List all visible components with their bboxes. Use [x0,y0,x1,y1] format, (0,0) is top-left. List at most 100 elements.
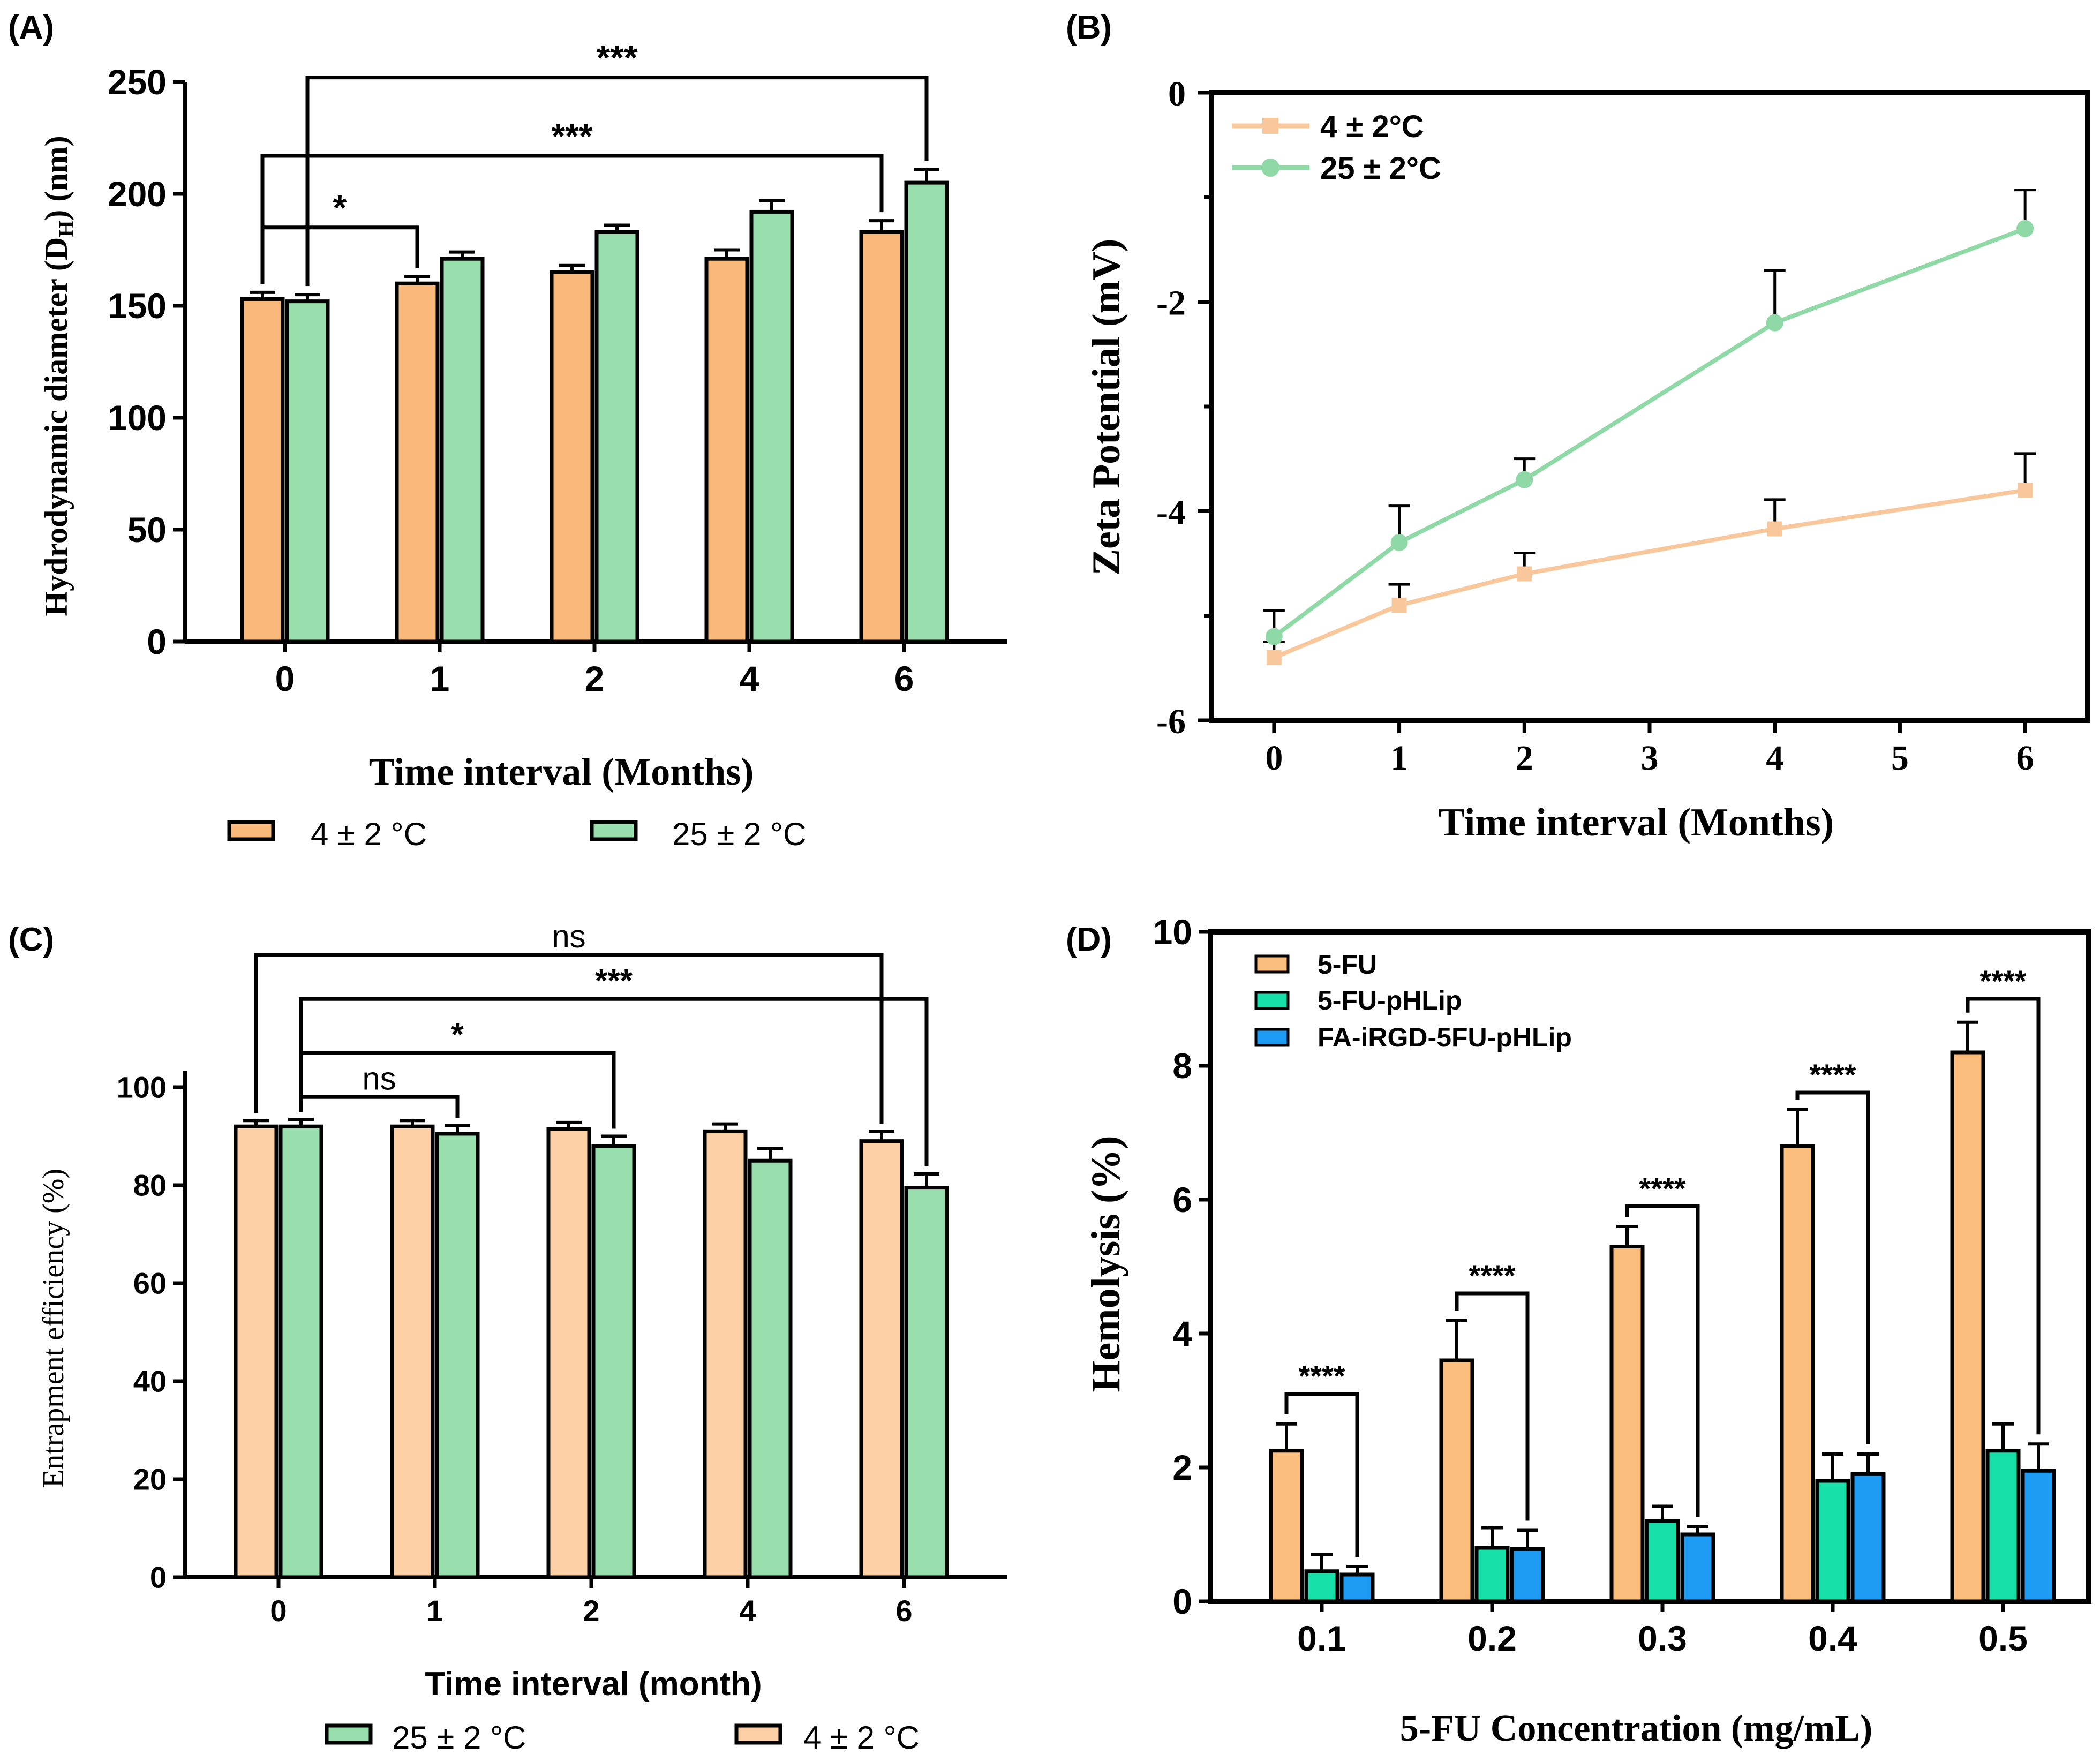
c2-xtick-label: 6 [895,1594,912,1628]
c3-significance-label: **** [1469,1259,1515,1292]
c3-bar [1850,1472,1886,1603]
legend-label-fa-irgd: FA-iRGD-5FU-pHLip [1318,1022,1572,1052]
c3-ytick-label: 2 [1172,1448,1192,1487]
c3-bar [1269,1449,1304,1603]
c2-bar [859,1139,904,1579]
c1-xtick-label: 6 [2016,739,2034,778]
c2-xtick-label: 0 [270,1594,287,1628]
c1-data-point [1390,533,1408,551]
c1-xtick-label: 1 [1390,739,1408,778]
c3-significance-label: **** [1809,1058,1856,1091]
c2-ytick-label: 80 [133,1169,167,1202]
c2-significance-bracket [254,953,884,1124]
c0-significance-bracket [260,154,884,284]
panel-a-ylabel-sub: H [54,221,78,237]
c1-data-point [1767,521,1782,537]
c0-significance-bracket [305,76,929,287]
c1-data-point [1766,314,1783,332]
c1-data-point [2016,220,2034,237]
c0-xtick-label: 2 [585,659,605,698]
c1-data-point [2018,483,2033,498]
legend-label-b-25c: 25 ± 2°C [1320,151,1441,186]
c0-ytick-label: 200 [108,174,167,214]
c0-significance-label: *** [596,38,637,78]
panel-d-xlabel: 5-FU Concentration (mg/mL) [1400,1708,1873,1749]
panel-a-ylabel-main: Hydrodynamic diameter (D [39,237,74,616]
c2-significance-bracket [299,997,929,1166]
c2-significance-label: ns [552,918,585,954]
panel-a-xlabel: Time interval (Months) [369,750,754,793]
c3-bar [1339,1572,1375,1603]
c2-xtick-label: 1 [426,1594,443,1628]
c1-plot-frame [1209,90,2090,723]
legend-label-5fu-phlip: 5-FU-pHLip [1318,985,1462,1015]
panel-b-label: (B) [1066,9,1112,46]
c3-significance-bracket [1455,1291,1530,1521]
c3-ytick-label: 6 [1172,1180,1192,1219]
c3-xtick-label: 0.2 [1467,1618,1517,1658]
c1-series-line [1273,227,2026,638]
c3-significance-bracket [1966,997,2041,1435]
c2-bar [546,1127,591,1579]
c0-ytick-label: 150 [108,286,167,326]
c1-data-point [1265,628,1283,645]
panel-a-ylabel: Hydrodynamic diameter (DH) (nm) [39,135,78,616]
c3-xtick-label: 0.3 [1638,1618,1687,1658]
panel-d-ylabel: Hemolysis (%) [1083,1135,1128,1392]
c1-ytick-label: 0 [1168,74,1186,114]
c3-bar [1510,1547,1545,1603]
c0-xtick-label: 1 [430,659,450,698]
c0-significance-bracket [260,225,419,284]
c1-data-point [1266,650,1282,665]
c3-bar [1439,1358,1474,1603]
c0-bar [749,209,794,644]
c1-xtick-label: 5 [1891,739,1909,778]
legend-marker-25c [1261,159,1279,177]
c1-ytick-label: -2 [1156,284,1186,323]
c3-bar [1950,1050,1985,1603]
panel-c-label: (C) [8,921,54,958]
c2-bar [435,1132,480,1579]
c2-bar [748,1158,793,1579]
panel-a-label: (A) [8,9,54,46]
c0-significance-label: * [333,188,347,228]
panel-b-legend: 4 ± 2°C 25 ± 2°C [1232,109,1441,186]
legend-swatch-c-25c [325,1723,373,1745]
c2-bar [279,1124,323,1579]
c2-bar [904,1186,949,1579]
legend-label-c-25c: 25 ± 2 °C [392,1720,526,1756]
legend-swatch-fa-irgd [1254,1028,1290,1047]
c3-bar [1780,1144,1815,1603]
c2-significance-label: * [451,1016,464,1052]
c1-xtick-label: 0 [1265,739,1283,778]
legend-label-b-4c: 4 ± 2°C [1320,109,1424,144]
c2-xtick-label: 2 [583,1594,599,1628]
c0-ytick-label: 250 [108,62,167,102]
legend-label-25c: 25 ± 2 °C [672,816,806,852]
c1-xtick-label: 2 [1516,739,1533,778]
c2-significance-bracket [299,1095,460,1118]
c2-bar [591,1144,636,1579]
legend-label-5fu: 5-FU [1318,950,1377,980]
c1-data-point [1391,598,1407,613]
c2-ytick-label: 0 [150,1561,167,1594]
c0-xtick-label: 0 [275,659,295,698]
panel-d: (D) 0 2 4 6 8 10 0.1 0.2 0.3 0.4 0.5 **** **** **** **… [1066,912,2091,1749]
c3-bar [1645,1519,1680,1603]
c2-ytick-label: 40 [133,1365,167,1398]
c3-ytick-label: 8 [1172,1046,1192,1086]
c0-bar [704,257,749,644]
c3-bar [1985,1449,2021,1603]
c3-xtick-label: 0.5 [1978,1618,2028,1658]
panel-b-ylabel: Zeta Potential (mV) [1085,239,1128,576]
c0-bar [395,281,440,644]
c3-ytick-label: 0 [1172,1582,1192,1621]
c0-bar [440,257,485,644]
c0-ytick-label: 0 [147,622,167,661]
panel-a-ylabel-end: ) (nm) [39,135,74,220]
c2-ytick-label: 100 [117,1071,167,1104]
c3-bar [1609,1245,1645,1603]
legend-swatch-25c [590,820,638,841]
